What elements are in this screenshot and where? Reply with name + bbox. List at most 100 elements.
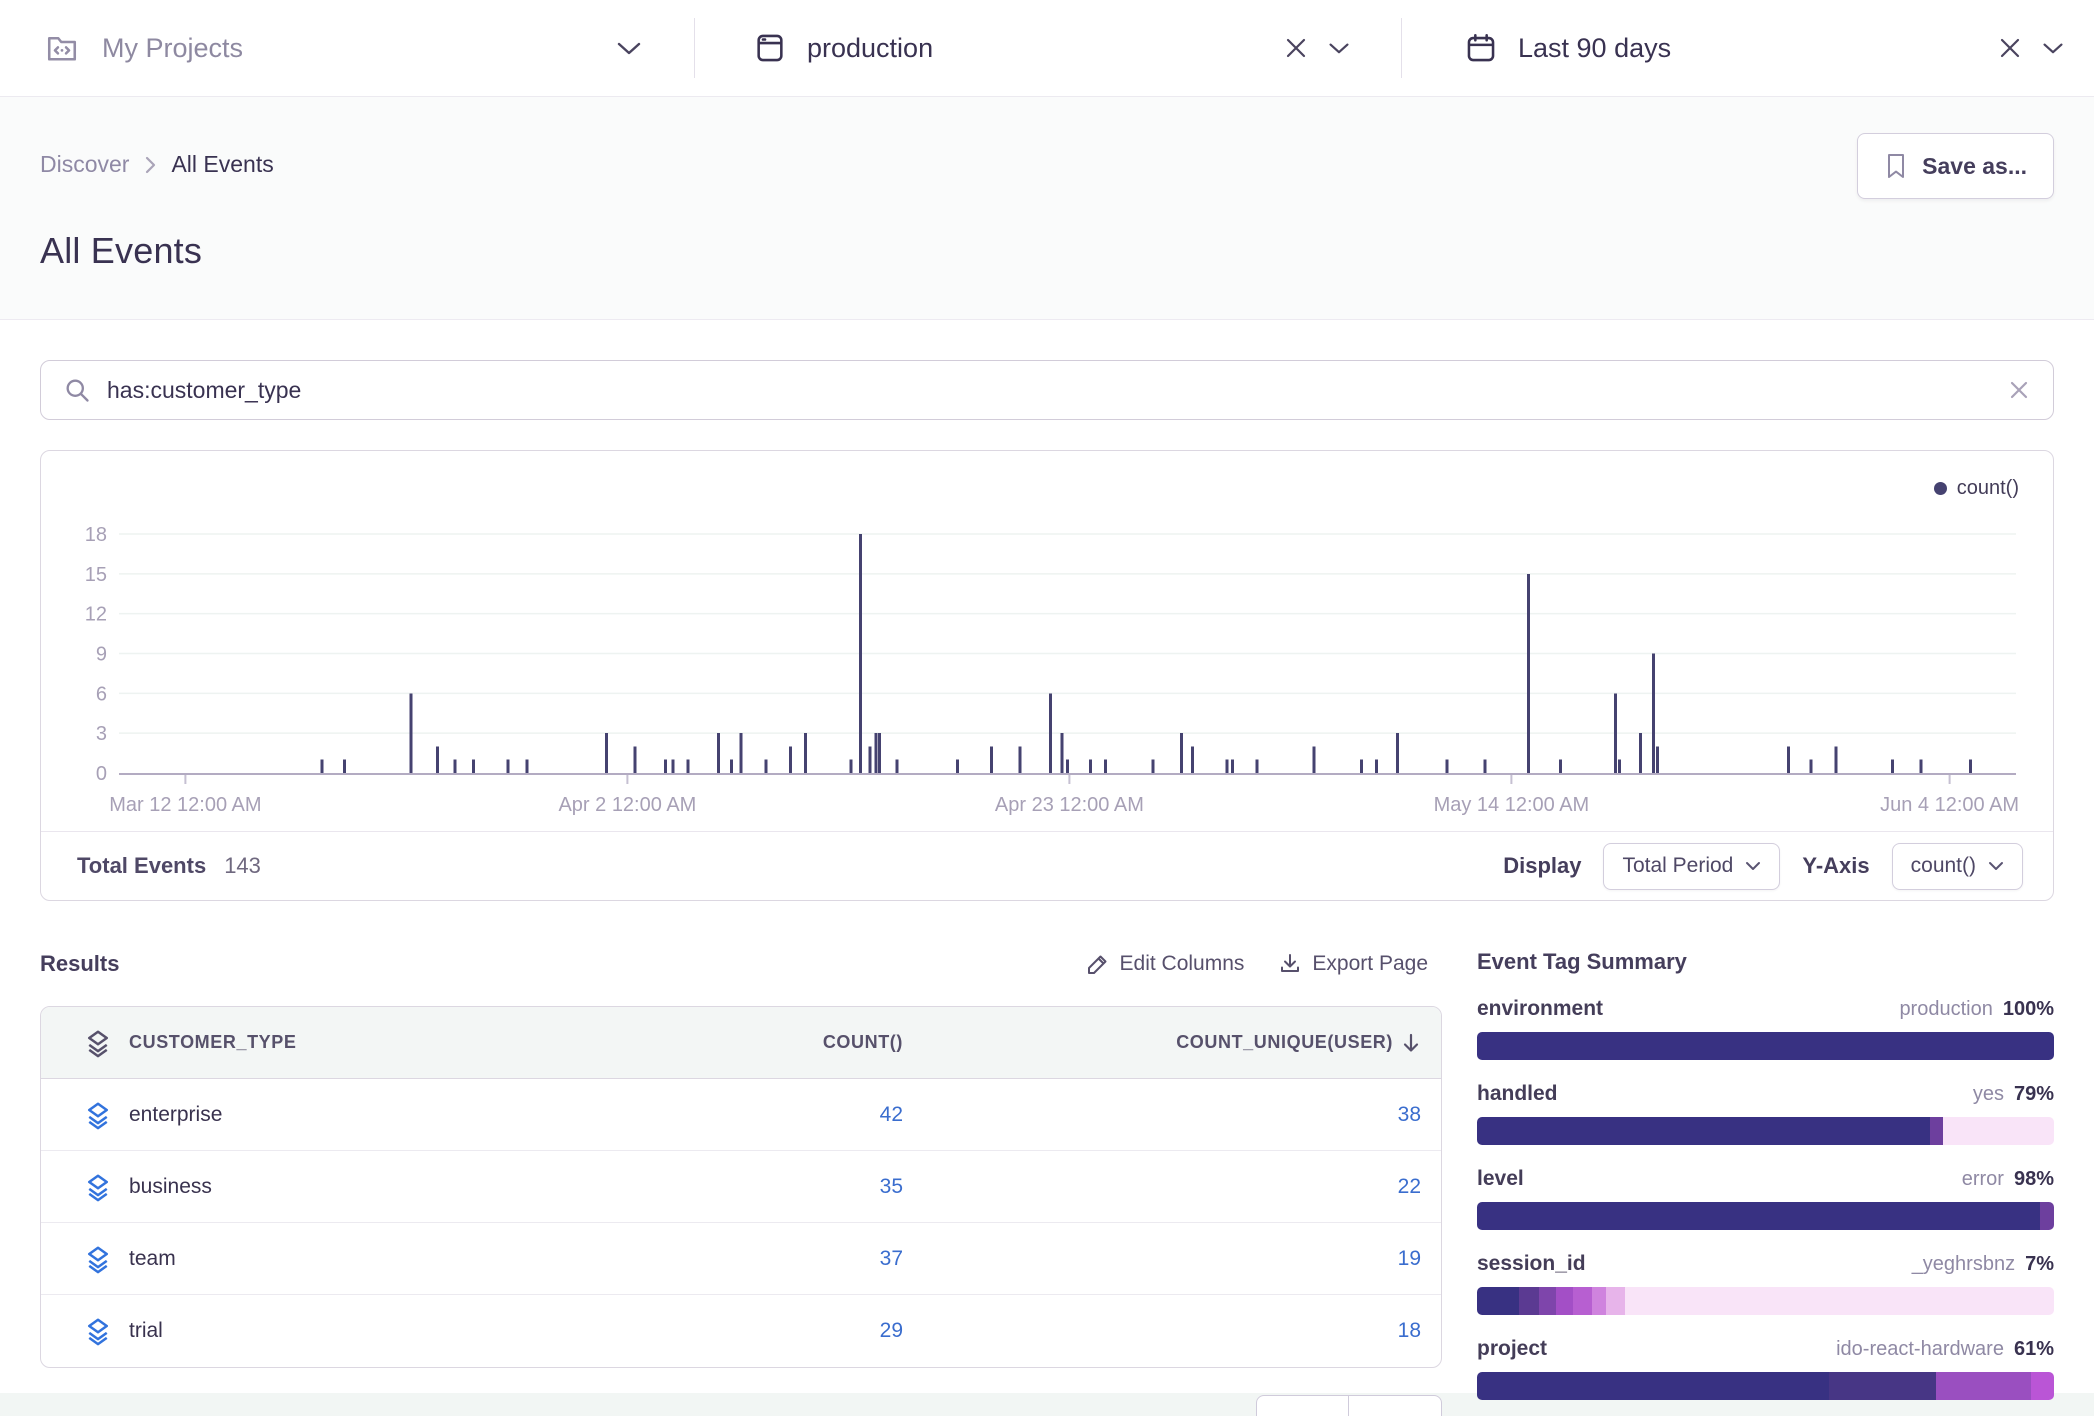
column-header-customer-type[interactable]: CUSTOMER_TYPE <box>129 1032 473 1053</box>
cell-customer-type: trial <box>129 1319 473 1343</box>
project-selector[interactable]: My Projects <box>0 0 694 96</box>
chevron-down-icon <box>1745 861 1761 871</box>
tag-key: session_id <box>1477 1252 1586 1276</box>
save-as-label: Save as... <box>1922 153 2027 180</box>
table-row[interactable]: enterprise 42 38 <box>41 1079 1441 1151</box>
svg-text:Apr 23 12:00 AM: Apr 23 12:00 AM <box>995 794 1144 816</box>
results-table: CUSTOMER_TYPE COUNT() COUNT_UNIQUE(USER) <box>40 1006 1442 1368</box>
download-icon <box>1278 952 1302 976</box>
cell-customer-type: enterprise <box>129 1103 473 1127</box>
tag-row-project: project ido-react-hardware 61% <box>1477 1337 2054 1400</box>
svg-text:0: 0 <box>96 763 107 785</box>
svg-text:May 14 12:00 AM: May 14 12:00 AM <box>1434 794 1590 816</box>
calendar-icon <box>1464 31 1498 65</box>
table-row[interactable]: trial 29 18 <box>41 1295 1441 1367</box>
cell-count-unique[interactable]: 19 <box>903 1247 1421 1271</box>
tag-distribution-bar[interactable] <box>1477 1032 2054 1060</box>
date-range-label: Last 90 days <box>1518 33 1671 64</box>
svg-text:18: 18 <box>85 524 107 546</box>
tag-summary-heading: Event Tag Summary <box>1477 949 2054 975</box>
svg-text:3: 3 <box>96 723 107 745</box>
svg-text:15: 15 <box>85 564 107 586</box>
cell-count[interactable]: 37 <box>473 1247 903 1271</box>
total-events: Total Events 143 <box>77 853 261 879</box>
layers-icon <box>67 1028 129 1058</box>
tag-percent: 98% <box>2014 1168 2054 1191</box>
yaxis-select-value: count() <box>1911 854 1976 878</box>
layers-icon <box>67 1244 129 1274</box>
layers-icon <box>67 1316 129 1346</box>
clear-search-icon[interactable] <box>2007 378 2031 402</box>
save-as-button[interactable]: Save as... <box>1857 133 2054 199</box>
layers-icon <box>67 1172 129 1202</box>
window-icon <box>753 31 787 65</box>
table-row[interactable]: business 35 22 <box>41 1151 1441 1223</box>
yaxis-label: Y-Axis <box>1802 853 1869 879</box>
svg-text:Jun 4 12:00 AM: Jun 4 12:00 AM <box>1880 794 2019 816</box>
cell-count[interactable]: 35 <box>473 1175 903 1199</box>
cell-count-unique[interactable]: 38 <box>903 1103 1421 1127</box>
tag-percent: 100% <box>2003 998 2054 1021</box>
bookmark-icon <box>1884 153 1908 179</box>
tag-distribution-bar[interactable] <box>1477 1202 2054 1230</box>
tag-percent: 79% <box>2014 1083 2054 1106</box>
tag-top-value: ido-react-hardware <box>1836 1338 2004 1361</box>
breadcrumb-chevron-icon <box>143 155 157 175</box>
top-filter-bar: My Projects production <box>0 0 2094 97</box>
cell-count[interactable]: 29 <box>473 1319 903 1343</box>
column-header-count[interactable]: COUNT() <box>473 1032 903 1053</box>
layers-icon <box>67 1100 129 1130</box>
clear-environment-icon[interactable] <box>1284 36 1308 60</box>
cell-count-unique[interactable]: 18 <box>903 1319 1421 1343</box>
breadcrumb-discover-link[interactable]: Discover <box>40 151 129 178</box>
column-header-count-unique[interactable]: COUNT_UNIQUE(USER) <box>1176 1032 1393 1053</box>
tag-key: project <box>1477 1337 1547 1361</box>
environment-filter[interactable]: production <box>695 0 1401 96</box>
export-page-button[interactable]: Export Page <box>1278 952 1428 976</box>
clear-date-icon[interactable] <box>1998 36 2022 60</box>
tag-key: handled <box>1477 1082 1558 1106</box>
svg-text:Mar 12 12:00 AM: Mar 12 12:00 AM <box>109 794 261 816</box>
chevron-down-icon[interactable] <box>2042 41 2064 55</box>
previous-page-button[interactable] <box>1256 1395 1349 1416</box>
page-title: All Events <box>40 230 2054 272</box>
main-content: count() 0369121518Mar 12 12:00 AMApr 2 1… <box>0 360 2094 1416</box>
tag-top-value: error <box>1962 1168 2004 1191</box>
yaxis-select[interactable]: count() <box>1892 843 2023 890</box>
display-select-value: Total Period <box>1622 854 1733 878</box>
environment-filter-label: production <box>807 33 933 64</box>
chart-footer: Total Events 143 Display Total Period Y-… <box>41 831 2053 900</box>
svg-text:9: 9 <box>96 644 107 666</box>
search-bar <box>40 360 2054 420</box>
events-chart[interactable]: count() 0369121518Mar 12 12:00 AMApr 2 1… <box>41 451 2053 831</box>
cell-customer-type: business <box>129 1175 473 1199</box>
date-range-filter[interactable]: Last 90 days <box>1402 0 2094 96</box>
tag-distribution-bar[interactable] <box>1477 1287 2054 1315</box>
chevron-down-icon[interactable] <box>616 40 642 56</box>
table-header-row: CUSTOMER_TYPE COUNT() COUNT_UNIQUE(USER) <box>41 1007 1441 1079</box>
cell-count[interactable]: 42 <box>473 1103 903 1127</box>
search-input[interactable] <box>107 377 1991 404</box>
tag-distribution-bar[interactable] <box>1477 1372 2054 1400</box>
tag-percent: 61% <box>2014 1338 2054 1361</box>
chevron-down-icon[interactable] <box>1328 41 1350 55</box>
tag-row-environment: environment production 100% <box>1477 997 2054 1060</box>
tag-distribution-bar[interactable] <box>1477 1117 2054 1145</box>
pagination <box>1256 1395 1442 1416</box>
display-label: Display <box>1503 853 1581 879</box>
tag-top-value: _yeghrsbnz <box>1912 1253 2015 1276</box>
display-select[interactable]: Total Period <box>1603 843 1780 890</box>
project-folder-icon <box>44 30 80 66</box>
tag-key: level <box>1477 1167 1524 1191</box>
project-selector-label: My Projects <box>102 33 243 64</box>
table-row[interactable]: team 37 19 <box>41 1223 1441 1295</box>
tag-top-value: production <box>1899 998 1992 1021</box>
next-page-button[interactable] <box>1349 1395 1442 1416</box>
sort-descending-icon[interactable] <box>1401 1032 1421 1054</box>
tag-row-level: level error 98% <box>1477 1167 2054 1230</box>
tag-percent: 7% <box>2025 1253 2054 1276</box>
cell-count-unique[interactable]: 22 <box>903 1175 1421 1199</box>
edit-columns-button[interactable]: Edit Columns <box>1086 952 1245 976</box>
tag-row-handled: handled yes 79% <box>1477 1082 2054 1145</box>
svg-text:12: 12 <box>85 604 107 626</box>
